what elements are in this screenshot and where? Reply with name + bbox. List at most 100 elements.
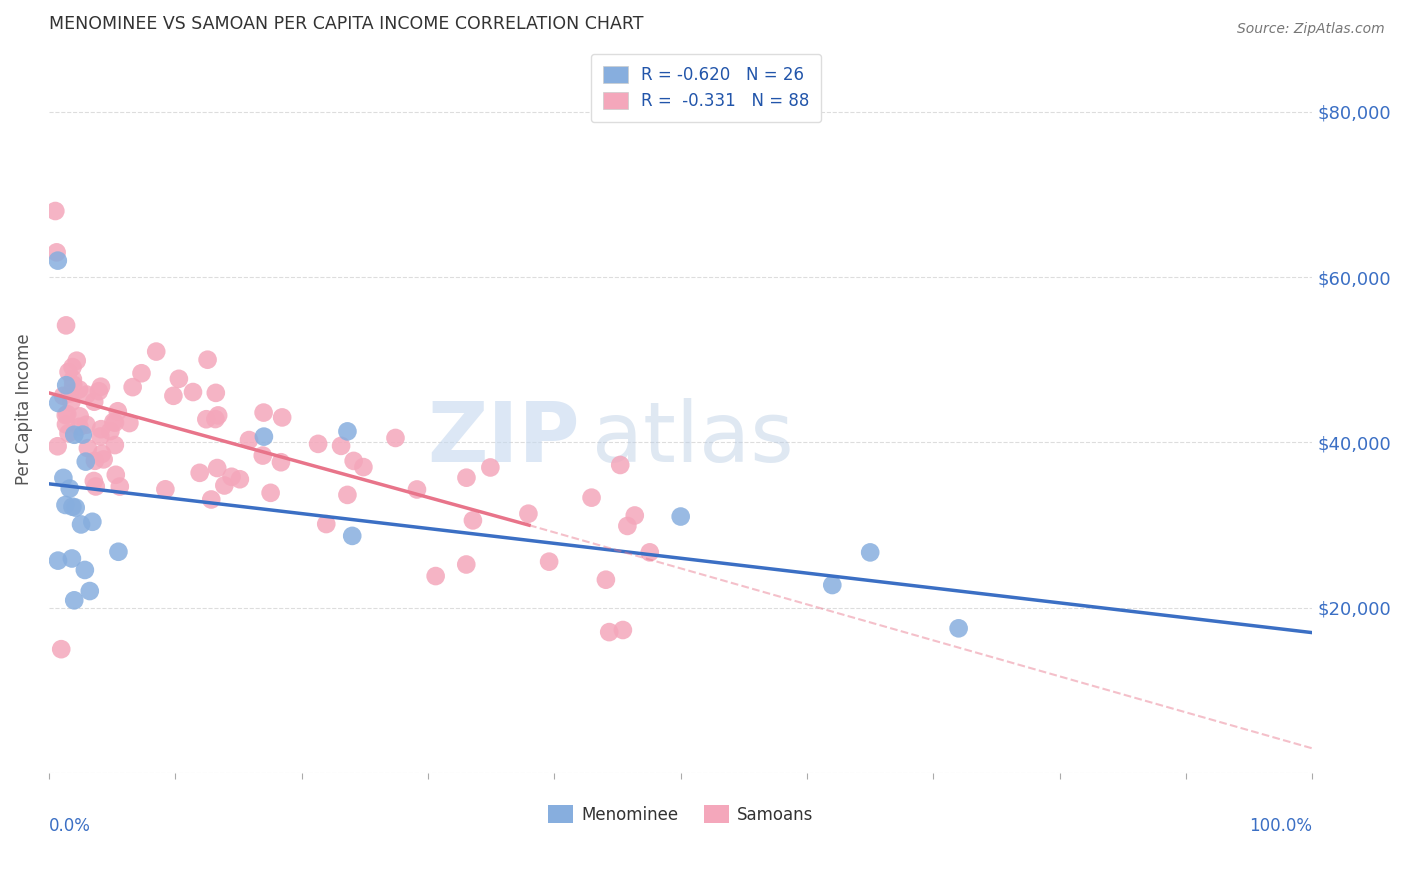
Text: atlas: atlas	[592, 398, 794, 479]
Point	[83, 474, 105, 488]
Point	[62, 360, 84, 375]
Point	[84, 479, 107, 493]
Point	[46, 439, 69, 453]
Point	[104, 416, 127, 430]
Point	[456, 471, 478, 485]
Point	[406, 483, 429, 497]
Point	[75, 454, 97, 468]
Point	[623, 508, 645, 523]
Point	[65, 500, 87, 515]
Point	[82, 515, 104, 529]
Point	[948, 621, 970, 635]
Point	[83, 394, 105, 409]
Point	[342, 529, 364, 543]
Point	[581, 491, 603, 505]
Point	[52, 389, 75, 403]
Point	[58, 365, 80, 379]
Point	[616, 519, 638, 533]
Point	[238, 433, 260, 447]
Point	[51, 642, 73, 657]
Point	[104, 438, 127, 452]
Point	[343, 454, 366, 468]
Point	[456, 558, 478, 572]
Point	[155, 483, 177, 497]
Point	[77, 441, 100, 455]
Point	[108, 479, 131, 493]
Point	[271, 410, 294, 425]
Point	[207, 409, 229, 423]
Point	[72, 427, 94, 442]
Point	[638, 545, 661, 559]
Point	[46, 396, 69, 410]
Point	[59, 386, 82, 401]
Point	[89, 429, 111, 443]
Point	[205, 461, 228, 475]
Point	[107, 404, 129, 418]
Point	[79, 584, 101, 599]
Point	[59, 482, 82, 496]
Point	[253, 429, 276, 443]
Point	[83, 454, 105, 468]
Point	[67, 383, 90, 397]
Point	[63, 593, 86, 607]
Point	[461, 513, 484, 527]
Point	[384, 431, 406, 445]
Point	[63, 427, 86, 442]
Point	[87, 384, 110, 399]
Point	[62, 372, 84, 386]
Point	[336, 425, 359, 439]
Point	[121, 380, 143, 394]
Point	[200, 492, 222, 507]
Point	[70, 517, 93, 532]
Point	[62, 500, 84, 514]
Point	[315, 516, 337, 531]
Point	[252, 406, 274, 420]
Point	[538, 555, 561, 569]
Point	[229, 472, 252, 486]
Point	[162, 389, 184, 403]
Point	[90, 422, 112, 436]
Point	[104, 467, 127, 482]
Point	[107, 545, 129, 559]
Legend: Menominee, Samoans: Menominee, Samoans	[541, 799, 820, 830]
Point	[479, 460, 502, 475]
Point	[221, 470, 243, 484]
Point	[609, 458, 631, 472]
Point	[669, 509, 692, 524]
Point	[60, 551, 83, 566]
Point	[259, 485, 281, 500]
Point	[821, 578, 844, 592]
Point	[55, 409, 77, 423]
Point	[330, 439, 353, 453]
Point	[204, 412, 226, 426]
Point	[612, 623, 634, 637]
Point	[45, 245, 67, 260]
Point	[60, 395, 83, 409]
Point	[517, 507, 540, 521]
Point	[595, 573, 617, 587]
Point	[93, 452, 115, 467]
Text: ZIP: ZIP	[427, 398, 579, 479]
Point	[62, 377, 84, 392]
Y-axis label: Per Capita Income: Per Capita Income	[15, 334, 32, 485]
Point	[118, 416, 141, 430]
Point	[75, 417, 97, 432]
Point	[55, 318, 77, 333]
Point	[425, 569, 447, 583]
Point	[103, 415, 125, 429]
Point	[204, 385, 226, 400]
Point	[52, 471, 75, 485]
Point	[270, 455, 292, 469]
Point	[598, 625, 620, 640]
Point	[67, 419, 90, 434]
Point	[214, 478, 236, 492]
Point	[188, 466, 211, 480]
Text: 100.0%: 100.0%	[1250, 817, 1312, 835]
Point	[859, 545, 882, 559]
Point	[167, 372, 190, 386]
Point	[73, 563, 96, 577]
Point	[66, 353, 89, 368]
Point	[91, 447, 114, 461]
Point	[195, 412, 218, 426]
Point	[44, 204, 66, 219]
